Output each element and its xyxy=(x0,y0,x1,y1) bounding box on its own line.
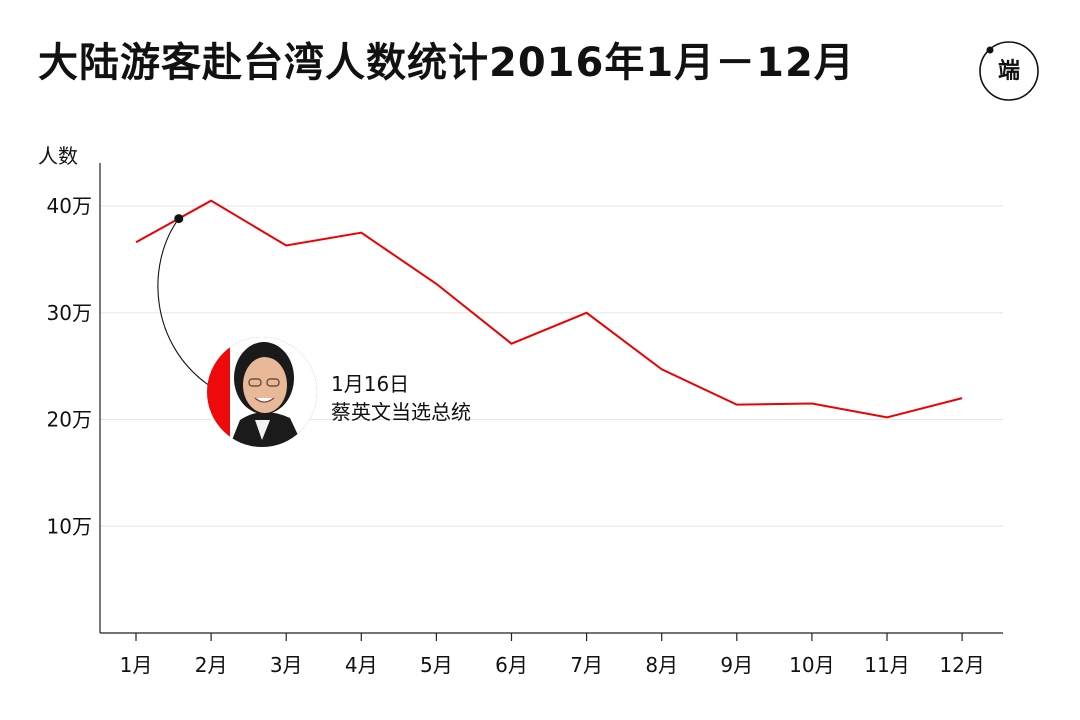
x-tick-label: 5月 xyxy=(420,653,453,677)
annotation-group: 1月16日 蔡英文当选总统 xyxy=(157,214,471,447)
logo-glyph: 端 xyxy=(998,59,1020,84)
x-tick-label: 11月 xyxy=(864,653,909,677)
y-tick-label: 40万 xyxy=(47,194,92,218)
annotation-marker xyxy=(174,214,184,224)
x-tick-label: 7月 xyxy=(570,653,603,677)
y-tick-label: 30万 xyxy=(47,301,92,325)
y-tick-label: 10万 xyxy=(47,514,92,538)
x-tick-label: 10月 xyxy=(789,653,834,677)
x-tick-label: 2月 xyxy=(195,653,228,677)
x-tick-label: 9月 xyxy=(720,653,753,677)
x-tick-label: 12月 xyxy=(939,653,984,677)
y-axis-label: 人数 xyxy=(38,144,78,168)
y-tick-label: 20万 xyxy=(47,408,92,432)
x-tick-label: 6月 xyxy=(495,653,528,677)
portrait-avatar xyxy=(207,337,317,447)
annotation-text: 蔡英文当选总统 xyxy=(331,400,471,424)
x-tick-labels: 1月 2月 3月 4月 5月 6月 7月 8月 9月 10月 11月 12月 xyxy=(120,633,985,677)
x-tick-label: 3月 xyxy=(270,653,303,677)
x-tick-label: 8月 xyxy=(645,653,678,677)
chart-title: 大陆游客赴台湾人数统计2016年1月－12月 xyxy=(38,40,855,86)
duan-logo-icon: 端 xyxy=(979,41,1039,101)
annotation-date: 1月16日 xyxy=(331,372,409,396)
y-tick-labels: 10万 20万 30万 40万 xyxy=(47,194,92,538)
x-tick-label: 4月 xyxy=(345,653,378,677)
series-line xyxy=(135,199,963,419)
x-tick-label: 1月 xyxy=(120,653,153,677)
annotation-connector xyxy=(157,218,211,387)
